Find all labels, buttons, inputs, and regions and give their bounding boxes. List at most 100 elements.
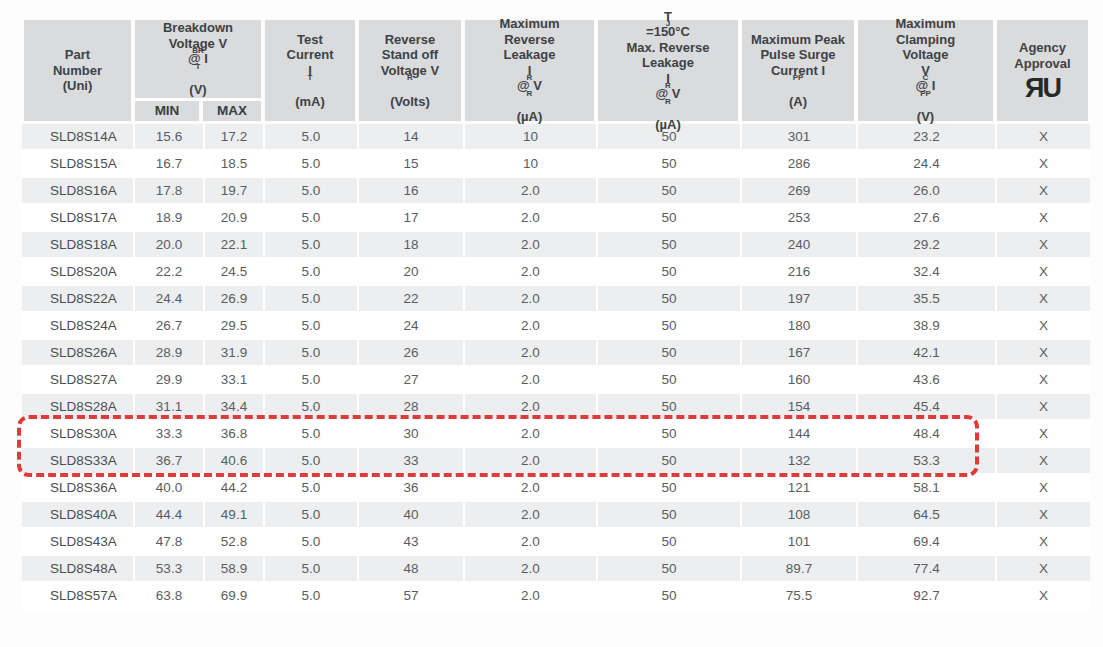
cell-agency: X [995, 259, 1090, 286]
cell-min: 40.0 [133, 475, 203, 502]
cell-surge: 160 [740, 367, 856, 394]
cell-tj_leakage: 50 [596, 475, 740, 502]
cell-min: 63.8 [133, 583, 203, 610]
cell-agency: X [995, 286, 1090, 313]
cell-standoff: 15 [357, 151, 463, 178]
cell-clamping: 48.4 [856, 421, 995, 448]
cell-max_leakage: 2.0 [463, 448, 596, 475]
cell-max: 44.2 [203, 475, 263, 502]
cell-test_current: 5.0 [263, 340, 357, 367]
cell-min: 44.4 [133, 502, 203, 529]
table-row: SLD8S26A28.931.95.0262.05016742.1X [22, 340, 1090, 367]
cell-max_leakage: 2.0 [463, 367, 596, 394]
cell-agency: X [995, 556, 1090, 583]
cell-tj_leakage: 50 [596, 448, 740, 475]
cell-agency: X [995, 205, 1090, 232]
cell-part: SLD8S30A [22, 421, 133, 448]
cell-part: SLD8S17A [22, 205, 133, 232]
cell-surge: 253 [740, 205, 856, 232]
cell-agency: X [995, 394, 1090, 421]
cell-part: SLD8S18A [22, 232, 133, 259]
cell-max_leakage: 2.0 [463, 286, 596, 313]
cell-max: 36.8 [203, 421, 263, 448]
table-row: SLD8S27A29.933.15.0272.05016043.6X [22, 367, 1090, 394]
cell-test_current: 5.0 [263, 124, 357, 151]
cell-surge: 75.5 [740, 583, 856, 610]
breakdown-voltage-label: BreakdownVoltage VBR @ IT(V) [135, 20, 261, 98]
cell-clamping: 38.9 [856, 313, 995, 340]
cell-min: 16.7 [133, 151, 203, 178]
cell-clamping: 24.4 [856, 151, 995, 178]
cell-test_current: 5.0 [263, 151, 357, 178]
cell-max: 26.9 [203, 286, 263, 313]
cell-tj_leakage: 50 [596, 529, 740, 556]
cell-clamping: 69.4 [856, 529, 995, 556]
cell-test_current: 5.0 [263, 394, 357, 421]
cell-tj_leakage: 50 [596, 502, 740, 529]
cell-surge: 144 [740, 421, 856, 448]
cell-part: SLD8S24A [22, 313, 133, 340]
cell-standoff: 36 [357, 475, 463, 502]
cell-surge: 301 [740, 124, 856, 151]
cell-test_current: 5.0 [263, 313, 357, 340]
cell-tj_leakage: 50 [596, 286, 740, 313]
col-header-breakdown-voltage: BreakdownVoltage VBR @ IT(V) MIN MAX [135, 20, 261, 121]
cell-agency: X [995, 232, 1090, 259]
cell-max_leakage: 2.0 [463, 232, 596, 259]
cell-part: SLD8S22A [22, 286, 133, 313]
cell-part: SLD8S33A [22, 448, 133, 475]
cell-surge: 180 [740, 313, 856, 340]
cell-test_current: 5.0 [263, 583, 357, 610]
cell-part: SLD8S27A [22, 367, 133, 394]
cell-min: 22.2 [133, 259, 203, 286]
cell-part: SLD8S40A [22, 502, 133, 529]
cell-min: 17.8 [133, 178, 203, 205]
cell-test_current: 5.0 [263, 367, 357, 394]
cell-clamping: 23.2 [856, 124, 995, 151]
cell-max: 24.5 [203, 259, 263, 286]
cell-test_current: 5.0 [263, 448, 357, 475]
cell-max_leakage: 2.0 [463, 583, 596, 610]
col-header-max: MAX [203, 101, 261, 122]
cell-clamping: 58.1 [856, 475, 995, 502]
cell-standoff: 30 [357, 421, 463, 448]
electrical-ratings-table: PartNumber(Uni) BreakdownVoltage VBR @ I… [22, 20, 1090, 610]
cell-agency: X [995, 313, 1090, 340]
cell-max: 17.2 [203, 124, 263, 151]
table-row: SLD8S33A36.740.65.0332.05013253.3X [22, 448, 1090, 475]
cell-tj_leakage: 50 [596, 313, 740, 340]
cell-standoff: 20 [357, 259, 463, 286]
cell-max_leakage: 2.0 [463, 394, 596, 421]
cell-min: 33.3 [133, 421, 203, 448]
cell-surge: 216 [740, 259, 856, 286]
cell-agency: X [995, 475, 1090, 502]
cell-part: SLD8S26A [22, 340, 133, 367]
cell-test_current: 5.0 [263, 232, 357, 259]
cell-max_leakage: 2.0 [463, 502, 596, 529]
cell-standoff: 28 [357, 394, 463, 421]
cell-standoff: 16 [357, 178, 463, 205]
cell-tj_leakage: 50 [596, 178, 740, 205]
cell-part: SLD8S28A [22, 394, 133, 421]
cell-agency: X [995, 529, 1090, 556]
cell-standoff: 24 [357, 313, 463, 340]
cell-part: SLD8S16A [22, 178, 133, 205]
table-row: SLD8S22A24.426.95.0222.05019735.5X [22, 286, 1090, 313]
cell-max: 19.7 [203, 178, 263, 205]
col-header-part-number: PartNumber(Uni) [24, 20, 131, 121]
cell-max_leakage: 2.0 [463, 475, 596, 502]
col-header-test-current: TestCurrentIT(mA) [265, 20, 355, 121]
ul-recognized-icon: ЯU [1025, 75, 1060, 101]
cell-agency: X [995, 421, 1090, 448]
cell-min: 36.7 [133, 448, 203, 475]
cell-max: 31.9 [203, 340, 263, 367]
cell-standoff: 17 [357, 205, 463, 232]
cell-max_leakage: 2.0 [463, 259, 596, 286]
cell-standoff: 27 [357, 367, 463, 394]
cell-agency: X [995, 340, 1090, 367]
cell-surge: 108 [740, 502, 856, 529]
cell-test_current: 5.0 [263, 475, 357, 502]
cell-tj_leakage: 50 [596, 151, 740, 178]
cell-tj_leakage: 50 [596, 259, 740, 286]
cell-tj_leakage: 50 [596, 340, 740, 367]
